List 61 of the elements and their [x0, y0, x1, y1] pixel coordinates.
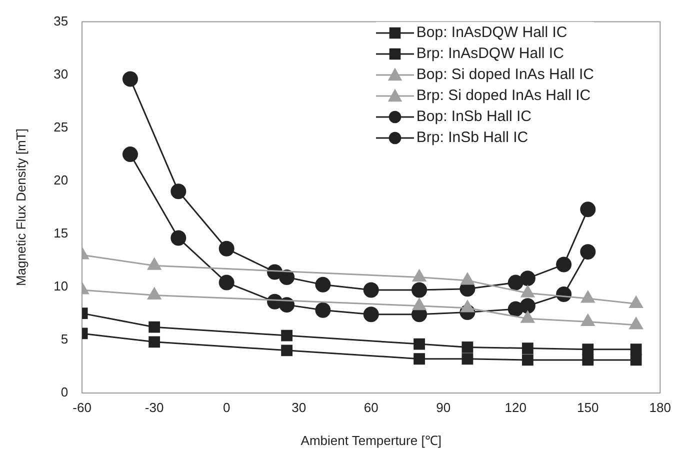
y-tick-label: 15	[54, 225, 68, 240]
y-axis-title: Magnetic Flux Density [mT]	[13, 128, 28, 286]
point	[582, 354, 594, 366]
point	[412, 270, 426, 282]
legend-label: Bop: InAsDQW Hall IC	[416, 24, 568, 41]
point	[363, 282, 379, 298]
point	[630, 354, 642, 366]
x-tick-label: -30	[144, 400, 164, 416]
point	[170, 184, 186, 200]
x-tick-label: 180	[649, 400, 672, 416]
y-tick-label: 5	[60, 331, 68, 346]
point	[462, 353, 474, 365]
point	[218, 274, 234, 290]
legend-label: Bop: InSb Hall IC	[416, 108, 532, 125]
y-tick-label: 30	[54, 66, 68, 82]
point	[170, 230, 186, 246]
point	[520, 298, 536, 314]
y-tick-label: 10	[54, 278, 68, 294]
y-tick-label: 0	[60, 384, 68, 400]
point	[148, 288, 162, 300]
x-tick-label: 30	[292, 400, 306, 416]
x-tick-label: 120	[504, 400, 526, 416]
point	[315, 276, 331, 292]
point	[148, 336, 160, 348]
y-tick-label: 20	[54, 172, 68, 188]
point	[412, 282, 428, 298]
x-tick-label: 60	[364, 400, 378, 416]
point	[363, 306, 379, 322]
point	[218, 240, 234, 256]
point	[414, 338, 425, 350]
point	[462, 342, 474, 353]
point	[122, 71, 138, 87]
point	[148, 321, 160, 333]
y-tick-label: 35	[54, 13, 68, 28]
x-tick-label: 0	[222, 400, 230, 416]
point	[582, 344, 594, 356]
x-tick-label: -60	[72, 400, 92, 416]
point	[580, 202, 596, 218]
y-tick-label: 25	[54, 119, 68, 134]
legend-label: Brp: InSb Hall IC	[416, 129, 528, 146]
point	[414, 353, 425, 365]
point	[630, 344, 642, 356]
point	[315, 302, 331, 318]
point	[281, 330, 292, 342]
point	[522, 354, 534, 366]
point	[581, 314, 595, 326]
point	[281, 344, 292, 356]
point	[556, 256, 572, 272]
x-tick-label: 150	[577, 400, 599, 416]
point	[522, 342, 534, 354]
point	[520, 270, 536, 286]
point	[122, 146, 138, 162]
point	[508, 274, 524, 290]
legend-label: Brp: Si doped InAs Hall IC	[416, 87, 591, 104]
legend-label: Brp: InAsDQW Hall IC	[416, 45, 564, 62]
point	[279, 270, 295, 286]
legend-label: Bop: Si doped InAs Hall IC	[416, 66, 594, 83]
x-axis-title: Ambient Temperture [℃]	[300, 432, 442, 448]
point	[580, 244, 596, 260]
x-tick-label: 90	[436, 400, 451, 416]
point	[629, 296, 643, 308]
